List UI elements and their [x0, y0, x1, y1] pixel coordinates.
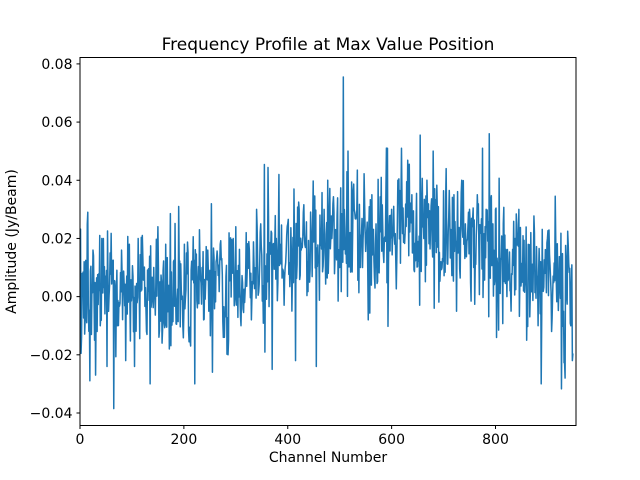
axis-ticks: 0 200 400 600 800 0.08 0.06 0.04 0.02 0.00 −0.02 −0… — [30, 57, 509, 448]
x-tick-label: 0 — [76, 432, 85, 448]
x-axis-label: Channel Number — [269, 450, 387, 466]
axes-box — [79, 57, 577, 426]
y-tick-label: 0.00 — [41, 290, 72, 306]
chart-title: Frequency Profile at Max Value Position — [162, 35, 495, 55]
y-tick-label: 0.04 — [41, 173, 72, 189]
y-axis-label: Amplitude (Jy/Beam) — [4, 169, 20, 314]
x-tick-label: 800 — [482, 432, 509, 448]
data-series — [80, 76, 574, 410]
x-tick-label: 600 — [378, 432, 405, 448]
y-tick-label: −0.02 — [30, 348, 73, 364]
x-tick-label: 200 — [171, 432, 198, 448]
y-tick-label: −0.04 — [30, 406, 73, 422]
y-tick-label: 0.02 — [41, 231, 72, 247]
x-tick-label: 400 — [274, 432, 301, 448]
y-tick-label: 0.06 — [41, 115, 72, 131]
profile-line — [80, 76, 574, 410]
y-tick-label: 0.08 — [41, 57, 72, 73]
